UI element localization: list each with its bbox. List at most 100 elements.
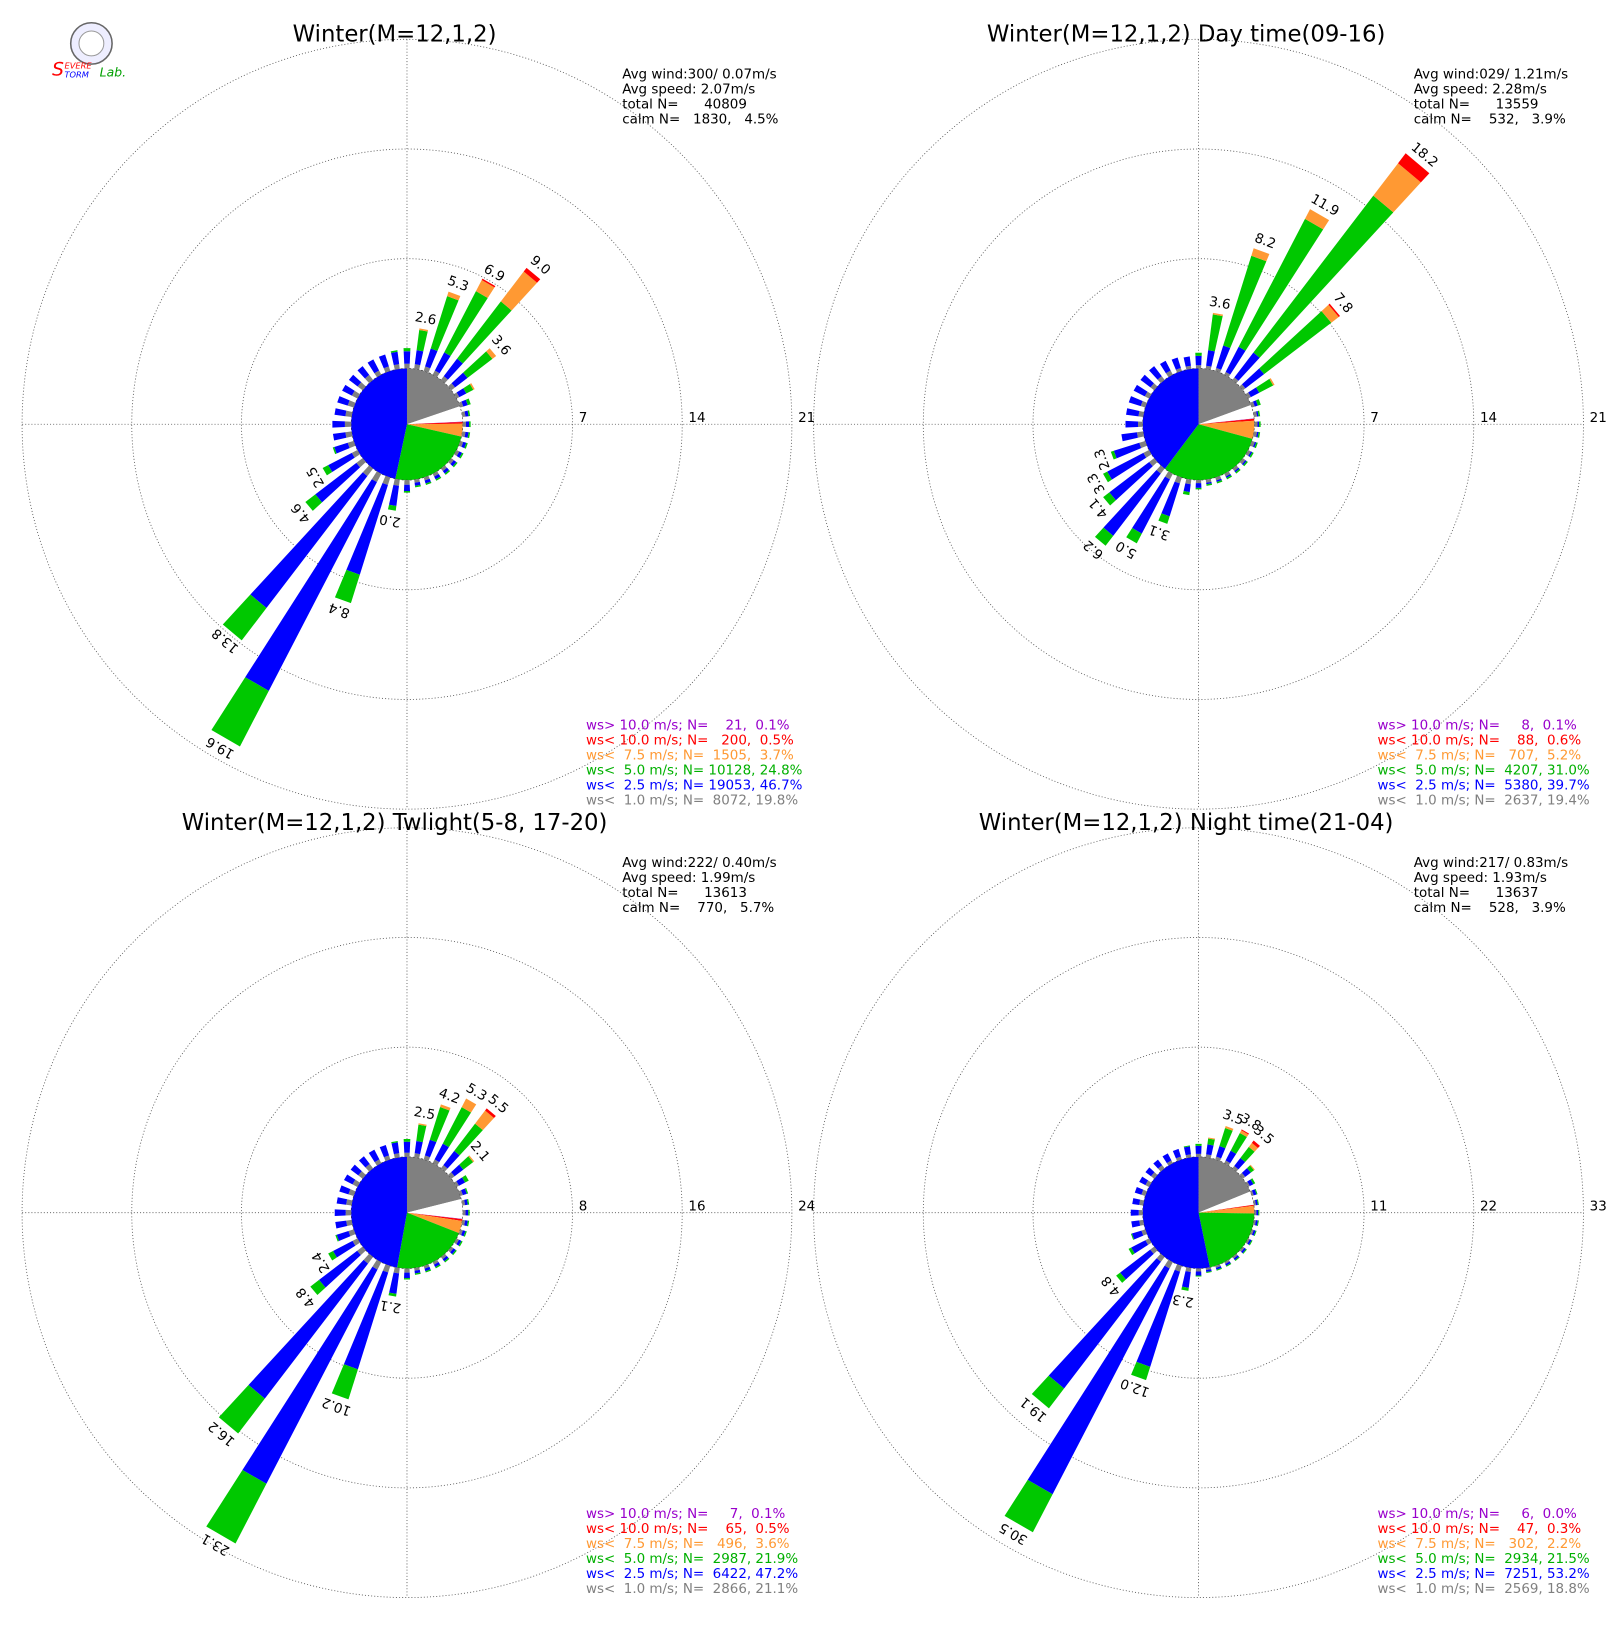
stats-line: Avg speed: 2.28m/s [1414,83,1547,98]
petal-segment [468,1209,470,1216]
petal-segment [458,440,464,447]
petal-segment [1145,1167,1155,1177]
petal-segment [454,1238,460,1245]
legend-entry: ws< 1.0 m/s; N= 2637, 19.4% [1378,793,1590,808]
petal-segment [461,1230,466,1237]
petal-segment [393,478,400,486]
petal-segment [486,348,497,359]
ring [813,38,1584,810]
petal-segment [372,1259,382,1270]
petal-segment [1205,478,1212,483]
pie-slice [1198,1212,1255,1268]
ring-label: 14 [688,411,705,426]
petal-segment [332,447,337,455]
pie-slice [1198,368,1252,425]
petal-segment [424,1266,431,1272]
petal-segment [1246,1165,1255,1173]
petal-segment [1256,378,1274,393]
petal-segment [423,366,431,373]
petal-segment [344,421,352,428]
petal-segment [451,372,468,388]
petal-segment [464,1188,469,1194]
petal-segment [419,328,429,332]
ring [21,827,793,1598]
petal-segment [456,451,463,458]
petal-segment [1205,1154,1212,1159]
petal-segment [1195,352,1202,356]
pie-slice [406,1212,463,1221]
petal-segment [463,383,474,394]
petal-segment [1239,1130,1249,1138]
petal-segment [345,431,353,438]
petal-segment [1224,471,1231,477]
pie-slice [1198,418,1255,425]
petal-segment [432,1259,439,1265]
petal-segment [1195,1268,1202,1272]
petal-segment [379,1144,390,1158]
petal-segment [1132,1198,1141,1205]
petal-segment [1224,1259,1230,1265]
petal-segment [1208,314,1223,352]
petal-segment [475,1110,494,1131]
pie-slice [1198,405,1255,425]
petal-segment [391,1140,398,1144]
petal-segment [1205,365,1212,370]
legend-entry: ws< 1.0 m/s; N= 2569, 18.8% [1378,1582,1590,1597]
petal-segment [1208,1137,1216,1140]
petal-segment [414,364,421,370]
legend-entry: ws> 10.0 m/s; N= 8, 0.1% [1378,718,1578,733]
petal-segment [1206,481,1212,485]
stats-line: calm N= 770, 5.7% [622,901,774,916]
petal-segment [432,370,440,378]
petal-segment [1150,1246,1158,1254]
petal-segment [1249,1164,1255,1171]
petal-segment [1232,1165,1239,1172]
petal-segment [1103,469,1161,536]
petal-segment [423,1264,430,1269]
petal-segment [334,408,347,417]
petal-segment [444,469,451,475]
pie-slice [1142,1156,1210,1269]
petal-segment [432,1159,440,1166]
petal-segment [383,366,391,373]
legend-entry: ws< 2.5 m/s; N= 6422, 47.2% [586,1567,798,1582]
petal-segment [1245,1181,1250,1187]
petal-segment [461,1098,477,1113]
petal-segment [1241,1168,1251,1177]
petal-segment [404,1152,410,1157]
petal-segment [371,471,382,483]
petal-segment [1004,1479,1053,1533]
petal-segment [1031,1375,1065,1409]
petal-segment [1183,1146,1191,1156]
legend-entry: ws< 10.0 m/s; N= 200, 0.5% [586,733,794,748]
petal-segment [500,271,538,311]
petal-segment [1256,1199,1259,1205]
petal-segment [433,1262,441,1268]
petal-segment [334,442,350,454]
petal-segment [374,370,382,378]
legend-entry: ws< 2.5 m/s; N= 7251, 53.2% [1378,1567,1590,1582]
petal-segment [464,1199,468,1206]
petal-segment [403,351,411,364]
petal-segment [1206,350,1215,367]
ring-label: 7 [1370,411,1379,426]
petal-segment [1215,1156,1222,1162]
petal-segment [393,1153,400,1159]
petal-segment [448,1172,455,1179]
petal-segment [1103,471,1112,483]
petal-segment [1140,374,1154,388]
petal-segment [343,1270,389,1370]
petal-segment [1166,1160,1173,1166]
petal-segment [348,1229,356,1237]
petal-segment [1149,458,1158,467]
petal-segment [434,473,441,480]
petal-segment [1206,1144,1214,1156]
petal-label: 2.3 [1092,446,1113,471]
petal-label: 4.2 [437,1086,462,1107]
petal-segment [1328,303,1341,318]
legend-entry: ws< 7.5 m/s; N= 496, 3.6% [586,1537,790,1552]
petal-segment [1133,384,1148,397]
petal-segment [1225,1261,1231,1266]
pie-slice [351,1156,407,1268]
